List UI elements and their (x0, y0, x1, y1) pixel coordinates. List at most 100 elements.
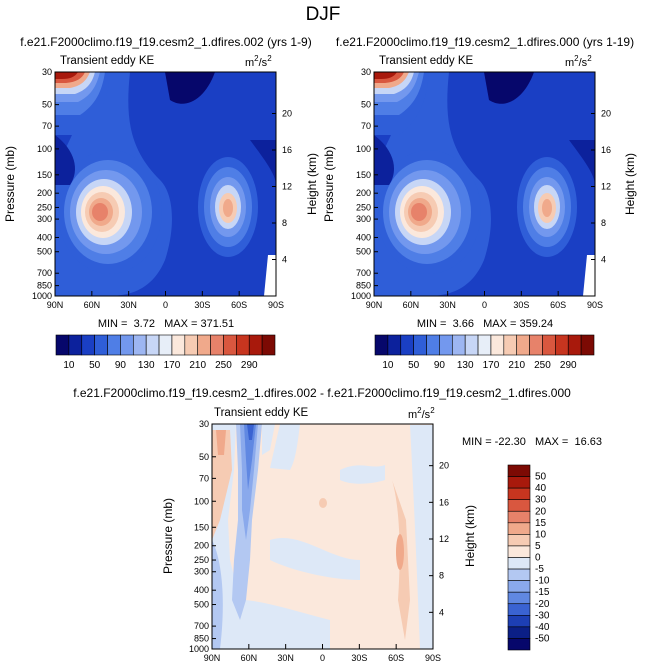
y-tick-label: 500 (194, 600, 209, 610)
units-suffix: /s (259, 57, 268, 69)
y-tick-label: 150 (194, 522, 209, 532)
colorbar-label: -30 (535, 610, 550, 621)
units-suffix: /s (422, 409, 431, 421)
colorbar-swatch (507, 568, 531, 581)
x-tick-label: 0 (482, 300, 487, 310)
colorbar-label: 10 (63, 360, 75, 371)
y-tick-label: 850 (37, 281, 52, 291)
svg-text:m2/s2: m2/s2 (408, 406, 435, 421)
x-tick-label: 0 (320, 653, 325, 663)
x-tick-label: 60S (550, 300, 566, 310)
x-ticks: 90N 60N 30N 0 30S 60S 90S (47, 291, 284, 310)
colorbar-swatch (507, 534, 531, 547)
x-tick-label: 30S (351, 653, 367, 663)
colorbar-label: 130 (457, 360, 474, 371)
colorbar-swatch (158, 334, 173, 356)
y2-axis-label: Height (km) (623, 153, 637, 215)
colorbar-label: -50 (535, 633, 550, 644)
x-ticks: 90N 60N 30N 0 30S 60S 90S (366, 291, 603, 310)
colorbar-swatch (68, 334, 83, 356)
units-exp2: 2 (267, 54, 272, 63)
colorbar-swatch (507, 591, 531, 605)
y-tick-label: 150 (356, 170, 371, 180)
colorbar-swatch (132, 334, 147, 356)
y-tick-label: 300 (37, 214, 52, 224)
stats-label: MIN = 3.72 MAX = 371.51 (98, 318, 234, 330)
colorbar-swatch (184, 334, 199, 356)
x-tick-label: 0 (163, 300, 168, 310)
y2-tick-label: 4 (282, 254, 287, 264)
colorbar-swatch (507, 499, 531, 512)
y-tick-label: 30 (42, 67, 52, 77)
colorbar-swatch (580, 334, 595, 356)
y-axis-label: Pressure (mb) (322, 146, 336, 222)
x-tick-label: 60S (388, 653, 404, 663)
panel-subtitle: Transient eddy KE (60, 55, 155, 67)
y-tick-label: 70 (42, 121, 52, 131)
panel-top-right: f.e21.F2000climo.f19_f19.cesm2_1.dfires.… (322, 35, 637, 330)
units-label: m2/s2 (565, 54, 592, 69)
colorbar-swatch (248, 334, 263, 356)
y2-ticks: 20 16 12 8 4 (272, 108, 292, 264)
colorbar-label: 210 (189, 360, 206, 371)
colorbar-label: 50 (89, 360, 101, 371)
y-tick-label: 700 (37, 268, 52, 278)
y2-tick-label: 12 (282, 181, 292, 191)
colorbar-swatch (171, 334, 186, 356)
colorbar-swatch (507, 638, 531, 651)
colorbar-label: 40 (535, 483, 547, 494)
y-tick-label: 30 (199, 419, 209, 429)
colorbar-swatch (451, 334, 466, 356)
x-tick-label: 90N (204, 653, 221, 663)
y-tick-label: 30 (361, 67, 371, 77)
contour-field (55, 72, 276, 296)
x-tick-label: 90S (587, 300, 603, 310)
colorbar-label: -15 (535, 587, 550, 598)
y-tick-label: 400 (37, 232, 52, 242)
colorbar-label: 90 (115, 360, 127, 371)
colorbar-label: 250 (215, 360, 232, 371)
y-tick-label: 250 (37, 202, 52, 212)
x-tick-label: 30S (194, 300, 210, 310)
y-tick-label: 300 (194, 567, 209, 577)
colorbar-swatch (413, 334, 427, 356)
colorbar-label: 290 (241, 360, 258, 371)
y2-tick-label: 20 (601, 108, 611, 118)
units-exp2: 2 (587, 54, 592, 63)
panel-title: f.e21.F2000climo.f19_f19.cesm2_1.dfires.… (73, 386, 571, 400)
y-tick-label: 700 (356, 268, 371, 278)
units-label: m2/s2 (245, 54, 272, 69)
colorbar-swatch (464, 334, 479, 356)
colorbar-swatch (120, 334, 134, 356)
y-tick-label: 250 (194, 555, 209, 565)
colorbar-label: 170 (483, 360, 500, 371)
colorbar-swatch (503, 334, 518, 356)
colorbar-label: 50 (408, 360, 420, 371)
colorbar-swatch (507, 464, 531, 477)
y-tick-label: 50 (42, 100, 52, 110)
y2-tick-label: 4 (601, 254, 606, 264)
y2-tick-label: 12 (601, 181, 611, 191)
y2-ticks: 20 16 12 8 4 (591, 108, 611, 264)
y2-tick-label: 4 (439, 607, 444, 617)
panel-subtitle: Transient eddy KE (379, 55, 474, 67)
y2-axis-label: Height (km) (463, 505, 477, 567)
x-tick-label: 60S (231, 300, 247, 310)
colorbar-swatch (542, 334, 556, 356)
colorbar-swatch (555, 334, 569, 356)
colorbar-swatch (490, 334, 505, 356)
colorbar-label: 10 (382, 360, 394, 371)
panel-title: f.e21.F2000climo.f19_f19.cesm2_1.dfires.… (336, 35, 634, 49)
x-tick-label: 60N (84, 300, 101, 310)
y-tick-label: 100 (194, 496, 209, 506)
units-label: m2/s2 (408, 406, 435, 421)
colorbar-swatch (567, 334, 582, 356)
y-tick-label: 250 (356, 202, 371, 212)
y-tick-label: 100 (356, 144, 371, 154)
y-tick-label: 850 (194, 634, 209, 644)
x-tick-label: 30N (120, 300, 137, 310)
